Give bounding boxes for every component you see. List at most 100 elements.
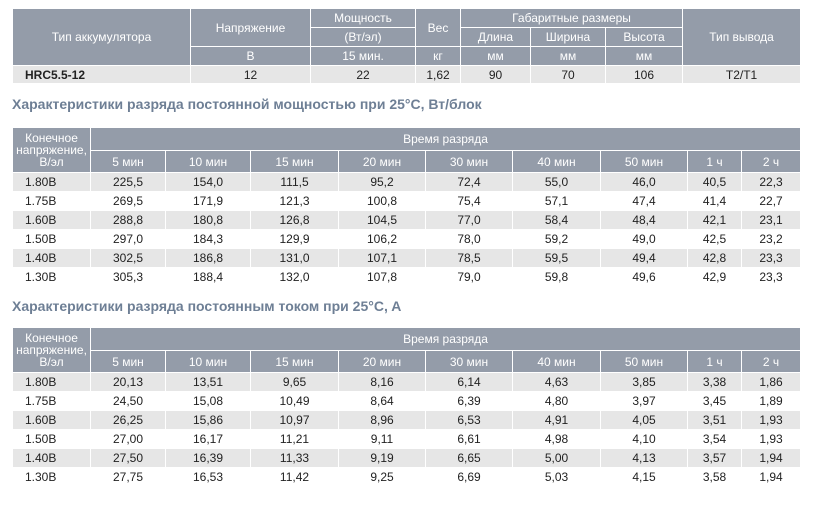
cell: 1,93 (740, 429, 802, 449)
data-row: 1.75В 24,50 15,08 10,49 8,64 6,39 4,80 3,97 3,45… (12, 391, 802, 411)
header-cell: мм (530, 46, 606, 66)
cell: 3,45 (687, 391, 742, 411)
cell: 42,5 (687, 229, 742, 249)
header-cell: 10 мин (165, 150, 251, 173)
cell: 132,0 (250, 267, 339, 287)
header-cell: Длина (460, 27, 531, 47)
cell: 40,5 (687, 172, 742, 192)
row-label: 1.40В (12, 448, 91, 468)
cell: 111,5 (250, 172, 339, 192)
cell: 77,0 (425, 210, 513, 230)
header-cell: 20 мин (338, 150, 426, 173)
header-row: 5 мин 10 мин 15 мин 20 мин 30 мин 40 мин 50 ми… (13, 150, 802, 173)
cell: 126,8 (250, 210, 339, 230)
cell: T2/T1 (682, 65, 802, 84)
row-label: 1.80В (12, 172, 91, 192)
cell: 23,1 (740, 210, 802, 230)
row-label: 1.75В (12, 391, 91, 411)
header-cell: Время разряда (89, 127, 802, 151)
cell: 1,62 (415, 65, 461, 84)
cell: 9,19 (338, 448, 426, 468)
header-cell: Конечное напряжение, В/эл (12, 327, 91, 373)
cell: 41,4 (687, 191, 742, 211)
header-cell: 40 мин (512, 150, 601, 173)
data-row: 1.75В 269,5 171,9 121,3 100,8 75,4 57,1 47,4 41,… (12, 191, 802, 211)
cell: 10,49 (250, 391, 339, 411)
cell: 106,2 (338, 229, 426, 249)
cell: 180,8 (165, 210, 251, 230)
cell: 5,03 (512, 467, 601, 487)
cell: 15,08 (165, 391, 251, 411)
cell: 121,3 (250, 191, 339, 211)
header-cell: Тип аккумулятора (12, 8, 191, 66)
cell: 6,14 (425, 372, 513, 392)
cell: 131,0 (250, 248, 339, 268)
cell: 297,0 (90, 229, 166, 249)
cell: 100,8 (338, 191, 426, 211)
cell: 9,25 (338, 467, 426, 487)
header-cell: Время разряда (89, 327, 802, 351)
cell: 78,0 (425, 229, 513, 249)
cell: 4,98 (512, 429, 601, 449)
cell: 11,33 (250, 448, 339, 468)
row-label: 1.50В (12, 429, 91, 449)
cell: 24,50 (90, 391, 166, 411)
header-row: В 15 мин. кг мм мм мм (13, 46, 801, 66)
header-cell: мм (604, 46, 684, 66)
cell: 27,75 (90, 467, 166, 487)
cell: 16,39 (165, 448, 251, 468)
discharge-table: Конечное напряжение, В/эл Время разряда 5 … (12, 327, 802, 487)
cell: 3,58 (687, 467, 742, 487)
header-cell: мм (460, 46, 531, 66)
header-cell: 30 мин (425, 350, 513, 373)
cell: 1,93 (740, 410, 802, 430)
cell: 6,53 (425, 410, 513, 430)
cell: 23,3 (740, 267, 802, 287)
header-cell: кг (415, 46, 461, 66)
cell: 23,3 (740, 248, 802, 268)
cell: 57,1 (512, 191, 601, 211)
cell: 58,4 (512, 210, 601, 230)
cell: 5,00 (512, 448, 601, 468)
cell: 78,5 (425, 248, 513, 268)
cell: 4,15 (600, 467, 688, 487)
cell: 8,16 (338, 372, 426, 392)
cell: 23,2 (740, 229, 802, 249)
header-cell: Мощность (310, 8, 416, 28)
cell: 6,69 (425, 467, 513, 487)
cell: 46,0 (600, 172, 688, 192)
cell: 4,10 (600, 429, 688, 449)
cell: 59,2 (512, 229, 601, 249)
cell: 27,00 (90, 429, 166, 449)
header-cell: Тип вывода (682, 8, 802, 66)
cell: 55,0 (512, 172, 601, 192)
cell: 154,0 (165, 172, 251, 192)
header-cell: 20 мин (338, 350, 426, 373)
cell: 4,80 (512, 391, 601, 411)
data-row: 1.60В 26,25 15,86 10,97 8,96 6,53 4,91 4,05 3,51… (12, 410, 802, 430)
cell: 11,42 (250, 467, 339, 487)
cell: 171,9 (165, 191, 251, 211)
header-cell: Ширина (530, 27, 606, 47)
row-label: 1.60В (12, 410, 91, 430)
cell: 42,1 (687, 210, 742, 230)
cell: 26,25 (90, 410, 166, 430)
cell: 10,97 (250, 410, 339, 430)
section-title: Характеристики разряда постоянным током … (12, 298, 402, 314)
cell: 11,21 (250, 429, 339, 449)
cell: 22,7 (740, 191, 802, 211)
row-label: 1.75В (12, 191, 91, 211)
cell: 90 (460, 65, 531, 84)
cell: 42,9 (687, 267, 742, 287)
cell: 186,8 (165, 248, 251, 268)
header-cell: (Вт/эл) (310, 27, 416, 47)
header-row: Конечное напряжение, В/эл Время разряда (12, 327, 802, 373)
cell: 22 (310, 65, 416, 84)
cell: 42,8 (687, 248, 742, 268)
cell: 79,0 (425, 267, 513, 287)
cell: 288,8 (90, 210, 166, 230)
cell: 184,3 (165, 229, 251, 249)
header-cell: 50 мин (600, 350, 688, 373)
cell: 75,4 (425, 191, 513, 211)
